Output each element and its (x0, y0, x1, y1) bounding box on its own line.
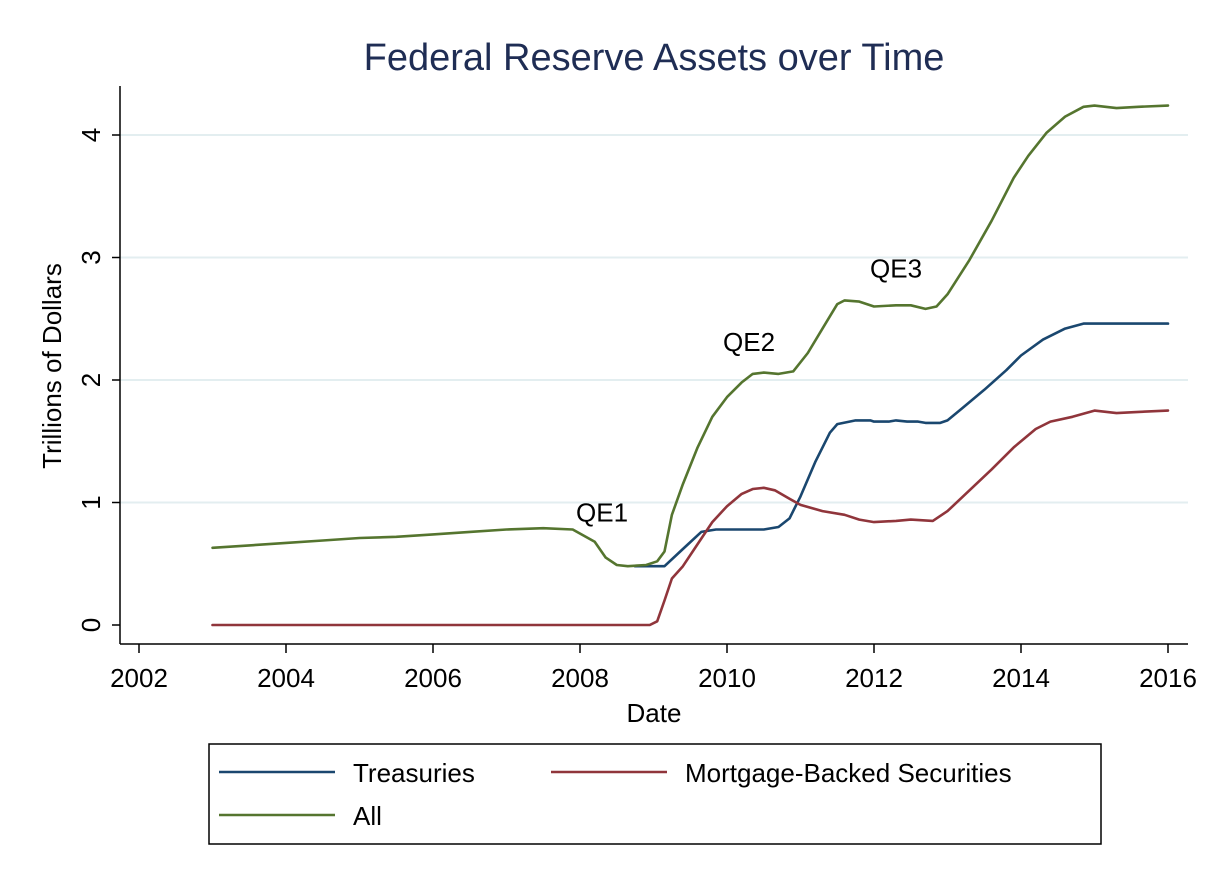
axes: 0 1 2 3 4 2002 2004 2006 2008 2010 2012 2014 2016 (76, 86, 1197, 693)
y-tick-label: 3 (76, 250, 106, 264)
y-axis-title: Trillions of Dollars (37, 263, 67, 469)
x-tick-label: 2014 (992, 663, 1050, 693)
x-tick-label: 2002 (110, 663, 168, 693)
annotation-qe2: QE2 (723, 327, 775, 357)
x-tick-label: 2008 (551, 663, 609, 693)
legend: Treasuries Mortgage-Backed Securities All (208, 743, 1102, 845)
y-tick-label: 1 (76, 495, 106, 509)
series-line-all (211, 104, 1170, 568)
series-lines (211, 104, 1170, 627)
annotations: QE1 QE2 QE3 (576, 254, 922, 528)
legend-label-all: All (353, 801, 382, 831)
x-tick-label: 2012 (845, 663, 903, 693)
chart-title: Federal Reserve Assets over Time (364, 37, 945, 79)
x-tick-label: 2006 (404, 663, 462, 693)
legend-label-mortgage-backed-securities: Mortgage-Backed Securities (685, 758, 1012, 788)
annotation-qe1: QE1 (576, 497, 628, 527)
y-tick-label: 0 (76, 618, 106, 632)
annotation-qe3: QE3 (870, 254, 922, 284)
legend-box (208, 743, 1102, 845)
grid (120, 134, 1188, 504)
y-tick-label: 2 (76, 373, 106, 387)
series-line-treasuries (633, 322, 1170, 568)
x-tick-label: 2016 (1139, 663, 1197, 693)
x-tick-label: 2004 (257, 663, 315, 693)
legend-label-treasuries: Treasuries (353, 758, 475, 788)
x-axis-title: Date (627, 698, 682, 728)
series-line-mortgage-backed-securities (211, 409, 1170, 627)
x-tick-label: 2010 (698, 663, 756, 693)
y-tick-label: 4 (76, 128, 106, 142)
